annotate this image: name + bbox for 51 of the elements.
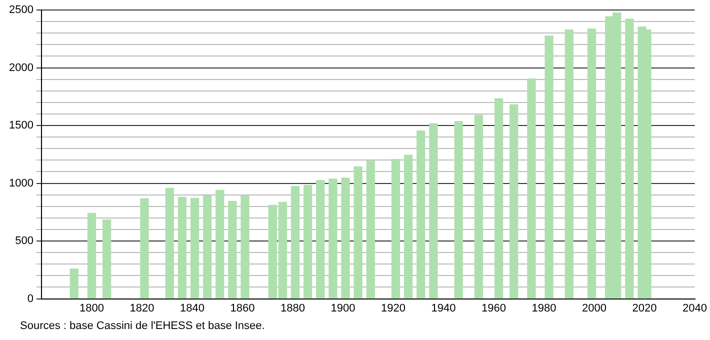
x-tick-label: 1800: [79, 302, 104, 314]
bar: [178, 196, 187, 299]
y-tick-label: 500: [15, 235, 34, 248]
bar: [366, 160, 375, 299]
bar: [165, 188, 174, 299]
bar: [341, 178, 350, 299]
bar: [190, 198, 200, 299]
bar: [429, 123, 438, 299]
x-tick-label: 1920: [381, 302, 406, 314]
x-tick-label: 1860: [230, 302, 255, 314]
bar: [290, 186, 300, 299]
bar: [70, 268, 78, 299]
bar: [454, 121, 463, 299]
bar: [202, 196, 212, 299]
x-tick-label: 1900: [330, 302, 356, 314]
bar: [404, 154, 413, 299]
x-tick-label: 1820: [130, 302, 154, 314]
bar: [564, 30, 574, 299]
bar: [228, 200, 237, 299]
bar: [354, 166, 362, 299]
x-tick-label: 1960: [482, 302, 506, 314]
y-tick-label: 1000: [8, 177, 34, 190]
bar: [625, 18, 634, 299]
bar: [391, 159, 400, 299]
x-tick-label: 1980: [532, 302, 556, 314]
bar: [544, 36, 554, 299]
y-tick-label: 1500: [8, 120, 34, 132]
bar: [494, 98, 504, 299]
x-tick-label: 2020: [632, 302, 657, 314]
x-tick-label: 1840: [180, 302, 204, 314]
bar: [87, 212, 96, 299]
bar: [416, 130, 426, 299]
bar: [316, 180, 325, 299]
y-tick-label: 2000: [8, 62, 34, 74]
y-tick-label: 0: [27, 292, 34, 305]
source-note: Sources : base Cassini de l'EHESS et base Insee.: [20, 320, 265, 332]
bar: [240, 195, 250, 299]
x-tick-label: 2040: [682, 302, 708, 314]
bar: [216, 190, 224, 299]
bar: [474, 114, 484, 299]
bar: [510, 104, 518, 299]
x-tick-label: 2000: [582, 302, 606, 314]
bar: [102, 219, 112, 299]
bar: [587, 28, 596, 299]
bar: [303, 184, 312, 299]
bar: [140, 198, 149, 299]
x-tick-label: 1880: [280, 302, 305, 314]
x-tick-label: 1940: [431, 302, 456, 314]
y-tick-label: 2500: [8, 4, 34, 16]
bar: [527, 78, 536, 299]
bar: [328, 178, 338, 299]
